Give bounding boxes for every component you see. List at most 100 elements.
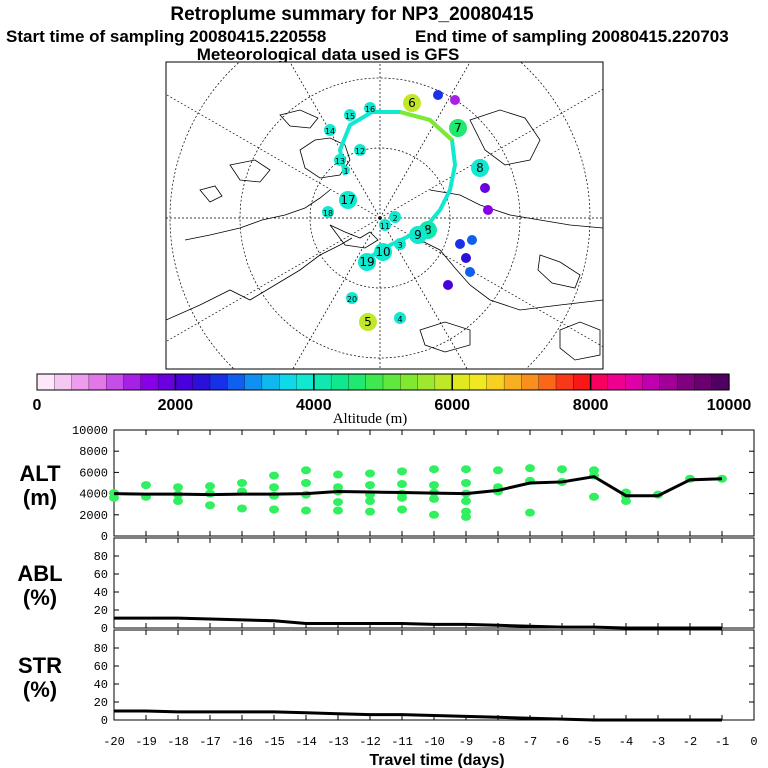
x-tick-label: -4 [619, 735, 633, 749]
x-tick-label: -13 [327, 735, 349, 749]
altitude-scatter-point [269, 505, 279, 514]
x-tick-label: -10 [423, 735, 445, 749]
trajectory-marker [403, 94, 421, 112]
trajectory-marker [471, 159, 489, 177]
colorbar-swatch [400, 373, 419, 391]
panel-unit-label: (%) [23, 677, 57, 702]
altitude-scatter-point [269, 483, 279, 492]
high-altitude-marker [483, 205, 493, 215]
trajectory-marker-label: 15 [345, 112, 355, 121]
x-tick-label: -5 [587, 735, 601, 749]
meridian-line [379, 88, 603, 219]
coastline [419, 239, 603, 311]
trajectory-marker-label: 14 [325, 127, 335, 136]
altitude-scatter-point [333, 506, 343, 515]
colorbar-swatch [711, 373, 730, 391]
trajectory-marker [374, 243, 392, 261]
coastline [559, 321, 601, 361]
meridian-line [379, 217, 603, 348]
altitude-scatter-point [461, 479, 471, 487]
colorbar-swatch [348, 373, 367, 391]
trajectory-path [337, 110, 458, 267]
colorbar-tick-label: 2000 [158, 397, 194, 414]
altitude-scatter-point [525, 464, 535, 473]
trajectory-marker-label: 1 [343, 167, 348, 176]
trajectory-marker [342, 166, 350, 174]
trajectory-marker-label: 6 [408, 96, 416, 110]
trajectory-marker-label: 2 [392, 214, 397, 223]
x-tick-label: -19 [135, 735, 157, 749]
trajectory-marker-label: 11 [380, 222, 390, 231]
y-tick-label: 0 [101, 714, 108, 728]
y-tick-label: 40 [94, 586, 108, 600]
x-tick-label: -8 [491, 735, 505, 749]
altitude-median-line [113, 475, 723, 498]
coastline [184, 189, 331, 241]
colorbar-swatch [382, 373, 401, 391]
y-tick-label: 0 [101, 530, 108, 544]
colorbar-swatch [486, 373, 505, 391]
colorbar-swatch [694, 373, 713, 391]
colorbar-swatch [330, 373, 350, 391]
y-tick-label: 40 [94, 678, 108, 692]
trajectory-path-segment [399, 110, 454, 142]
altitude-scatter-point [365, 507, 375, 516]
coastline [329, 224, 379, 249]
y-tick-label: 2000 [79, 509, 108, 523]
trajectory-marker-label: 20 [347, 295, 357, 304]
altitude-scatter-point [429, 494, 439, 503]
altitude-scatter-point [365, 481, 375, 490]
colorbar-swatch [192, 373, 211, 391]
panel-label: ALT [19, 461, 61, 486]
colorbar-swatch [642, 373, 661, 391]
colorbar-swatch [296, 373, 315, 391]
altitude-scatter-point [397, 467, 407, 476]
colorbar-swatch [88, 373, 107, 391]
colorbar-swatch [607, 373, 626, 391]
x-tick-label: -3 [651, 735, 665, 749]
colorbar-swatch [313, 373, 332, 391]
start-time-label: Start time of sampling 20080415.220558 [6, 27, 326, 46]
altitude-scatter-point [429, 510, 439, 519]
high-altitude-marker [433, 90, 443, 100]
altitude-scatter-point [397, 505, 407, 514]
y-tick-label: 60 [94, 568, 108, 582]
high-altitude-marker [465, 267, 475, 277]
trajectory-marker [324, 124, 336, 136]
y-tick-label: 60 [94, 660, 108, 674]
altitude-scatter-point [429, 481, 439, 490]
altitude-scatter-point [461, 497, 471, 506]
coastline [166, 237, 353, 321]
trajectory-marker [359, 313, 377, 331]
altitude-scatter-point [461, 465, 471, 474]
meridian-line [166, 217, 381, 342]
trajectory-marker-label: 9 [414, 228, 422, 242]
altitude-scatter-point [301, 479, 311, 487]
altitude-scatter-point [333, 470, 343, 479]
trajectory-marker [364, 102, 376, 114]
altitude-scatter-point [333, 498, 343, 507]
trajectory-marker-label: 16 [365, 105, 375, 114]
x-axis-label: Travel time (days) [369, 752, 504, 768]
colorbar-swatch [676, 373, 696, 391]
colorbar-swatch [573, 373, 592, 391]
trajectory-marker [379, 219, 391, 231]
trajectory-marker-label: 10 [375, 245, 390, 259]
colorbar-swatch [54, 373, 73, 391]
abl-fraction-line [114, 616, 722, 630]
colorbar-swatch [123, 373, 142, 391]
trajectory-marker-label: 13 [335, 157, 345, 166]
x-tick-label: -17 [199, 735, 221, 749]
x-tick-label: -7 [523, 735, 537, 749]
trajectory-marker [339, 191, 357, 209]
coastline [419, 321, 471, 353]
trajectory-marker-label: 4 [397, 315, 402, 324]
altitude-scatter-point [621, 497, 631, 506]
colorbar-tick-label: 8000 [573, 397, 609, 414]
trajectory-marker-label: 17 [340, 193, 355, 207]
coastline [229, 159, 271, 183]
trajectory-marker-label: 12 [355, 147, 365, 156]
high-altitude-marker [455, 239, 465, 249]
